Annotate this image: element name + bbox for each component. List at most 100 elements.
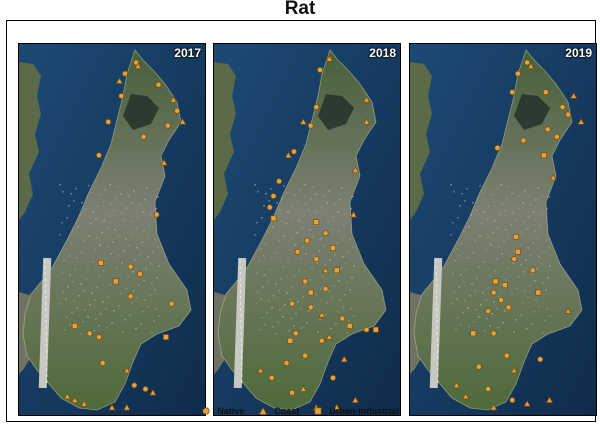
native-marker xyxy=(524,59,531,66)
native-marker xyxy=(317,67,323,73)
coast-marker xyxy=(462,392,470,400)
aerial-map-2019 xyxy=(410,44,596,415)
native-marker xyxy=(289,300,296,307)
aerial-map-2018 xyxy=(214,44,400,415)
figure-frame: 2017 2018 2019 xyxy=(6,20,597,422)
native-marker xyxy=(289,389,296,396)
urban-industrial-marker xyxy=(307,289,314,296)
native-marker xyxy=(537,356,544,363)
native-marker xyxy=(498,297,505,303)
map-panel-2017: 2017 xyxy=(18,43,206,416)
native-marker xyxy=(302,278,309,285)
coast-marker xyxy=(318,311,326,318)
coast-marker xyxy=(63,392,71,400)
native-marker xyxy=(142,386,149,392)
coast-marker xyxy=(325,55,333,62)
native-marker xyxy=(494,144,501,151)
native-marker xyxy=(485,386,492,392)
native-marker xyxy=(292,330,299,337)
native-marker xyxy=(520,137,527,144)
coast-marker xyxy=(256,366,265,374)
coast-marker xyxy=(160,158,168,166)
native-marker xyxy=(485,308,492,315)
native-marker xyxy=(131,382,138,389)
native-marker xyxy=(105,118,112,125)
urban-industrial-marker xyxy=(97,259,104,266)
urban-industrial-marker xyxy=(270,215,277,222)
triangle-marker-icon xyxy=(258,406,268,415)
legend-item-coast: Coast xyxy=(258,406,299,416)
native-marker xyxy=(86,330,93,337)
map-panel-2019: 2019 xyxy=(409,43,597,416)
coast-marker xyxy=(322,266,330,274)
urban-industrial-marker xyxy=(501,282,508,289)
coast-marker xyxy=(362,95,371,103)
urban-industrial-marker xyxy=(346,323,353,329)
square-marker-icon xyxy=(314,407,322,415)
urban-industrial-marker xyxy=(470,330,477,337)
native-marker xyxy=(313,256,320,263)
urban-industrial-marker xyxy=(492,278,499,285)
coast-marker xyxy=(284,151,292,159)
native-marker xyxy=(136,271,143,277)
native-marker xyxy=(307,304,314,311)
coast-marker xyxy=(527,62,535,70)
native-marker xyxy=(511,256,518,263)
native-marker xyxy=(168,300,175,307)
coast-marker xyxy=(108,403,116,411)
native-marker xyxy=(304,237,310,244)
native-marker xyxy=(542,89,549,96)
native-marker xyxy=(127,263,134,270)
year-label-2019: 2019 xyxy=(565,46,592,60)
native-marker xyxy=(122,70,128,77)
native-marker xyxy=(544,126,551,133)
coast-marker xyxy=(299,385,307,392)
coast-marker xyxy=(549,173,557,181)
native-marker xyxy=(302,352,309,359)
coast-marker xyxy=(452,381,461,389)
urban-industrial-marker xyxy=(513,233,519,240)
legend-label-coast: Coast xyxy=(274,406,300,416)
urban-industrial-marker xyxy=(313,219,320,226)
coast-marker xyxy=(71,396,79,403)
coast-marker xyxy=(134,62,142,70)
native-marker xyxy=(509,89,516,96)
legend-item-urban-industrial: Urban-industrial xyxy=(313,406,399,416)
urban-industrial-marker xyxy=(535,289,542,296)
native-marker xyxy=(140,133,147,140)
native-marker xyxy=(503,352,510,359)
urban-industrial-marker xyxy=(330,245,336,251)
native-marker xyxy=(322,230,329,237)
native-marker xyxy=(270,193,277,200)
native-marker xyxy=(339,315,346,322)
urban-industrial-marker xyxy=(333,267,340,274)
coast-marker xyxy=(80,400,88,407)
native-marker xyxy=(553,133,560,140)
native-marker xyxy=(153,211,160,218)
native-marker xyxy=(318,337,325,344)
coast-marker xyxy=(490,403,498,411)
coast-marker xyxy=(570,92,578,99)
native-marker xyxy=(559,104,566,111)
coast-marker xyxy=(115,77,124,84)
coast-marker xyxy=(340,355,348,363)
native-marker xyxy=(322,285,329,292)
urban-industrial-marker xyxy=(71,323,78,329)
native-marker xyxy=(363,326,370,333)
native-marker xyxy=(155,81,162,88)
native-marker xyxy=(291,148,297,155)
figure-title: Rat xyxy=(284,0,316,19)
coast-marker xyxy=(325,333,333,340)
native-marker xyxy=(490,330,497,337)
native-marker xyxy=(96,334,102,341)
native-marker xyxy=(313,104,320,111)
native-marker xyxy=(475,363,482,370)
native-marker xyxy=(283,360,290,367)
aerial-map-2017 xyxy=(19,44,205,415)
urban-industrial-marker xyxy=(287,337,294,344)
native-marker xyxy=(266,204,273,211)
native-marker xyxy=(330,374,336,381)
native-marker xyxy=(529,267,536,274)
map-panel-2018: 2018 xyxy=(213,43,401,416)
native-marker xyxy=(505,304,512,311)
